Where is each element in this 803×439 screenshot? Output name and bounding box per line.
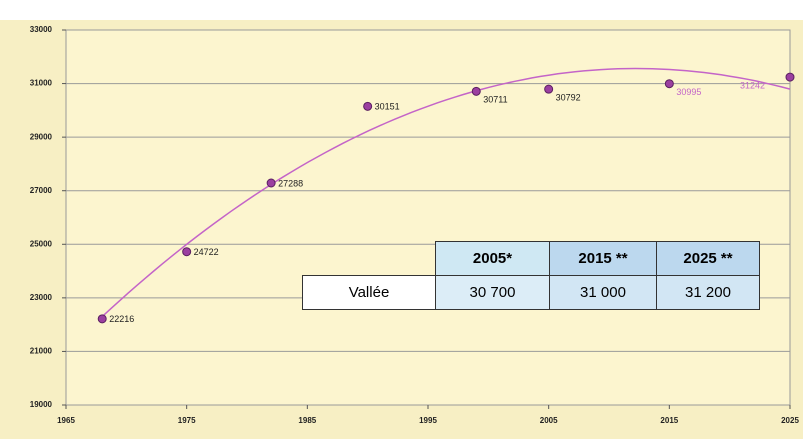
header-cell: 2015 ** — [549, 241, 657, 276]
point — [785, 72, 795, 82]
data-label: 27288 — [278, 178, 303, 188]
x-tick-label: 2005 — [540, 416, 558, 425]
y-tick-label: 19000 — [30, 400, 53, 409]
blank-cell — [303, 242, 436, 276]
x-tick-label: 1995 — [419, 416, 437, 425]
header-cell: 2025 ** — [656, 241, 760, 276]
data-label: 30711 — [483, 95, 507, 105]
cell: 31 000 — [549, 275, 657, 310]
point — [471, 86, 481, 96]
y-tick-label: 21000 — [30, 347, 53, 356]
data-label: 31242 — [740, 80, 765, 90]
x-tick-label: 2015 — [660, 416, 678, 425]
y-tick-label: 27000 — [30, 186, 53, 195]
y-tick-label: 29000 — [30, 132, 53, 141]
point — [97, 314, 107, 324]
point — [182, 247, 192, 257]
x-tick-label: 1985 — [298, 416, 316, 425]
point — [544, 84, 554, 94]
data-label: 24722 — [194, 247, 219, 257]
cell: 31 200 — [656, 275, 760, 310]
data-label: 30995 — [676, 87, 701, 97]
x-tick-label: 1975 — [178, 416, 196, 425]
y-tick-label: 33000 — [30, 25, 53, 34]
data-label: 30792 — [556, 93, 581, 103]
header-cell: 2005* — [435, 241, 550, 276]
y-tick-label: 23000 — [30, 293, 53, 302]
point — [664, 79, 674, 89]
y-tick-label: 25000 — [30, 239, 53, 248]
table-header: 2005* 2015 ** 2025 ** — [303, 241, 760, 276]
data-label: 22216 — [109, 314, 134, 324]
x-tick-label: 1965 — [57, 416, 75, 425]
cell: 30 700 — [435, 275, 550, 310]
x-tick-label: 2025 — [781, 416, 799, 425]
plot-area — [65, 29, 791, 406]
row-label: Vallée — [302, 275, 436, 310]
data-table: 2005* 2015 ** 2025 ** Vallée 30 700 31 0… — [302, 241, 760, 310]
trendline — [101, 67, 791, 318]
table-row: Vallée 30 700 31 000 31 200 — [302, 275, 760, 310]
y-tick-label: 31000 — [30, 79, 53, 88]
data-label: 30151 — [375, 102, 400, 112]
point — [363, 101, 373, 111]
point — [266, 178, 276, 188]
